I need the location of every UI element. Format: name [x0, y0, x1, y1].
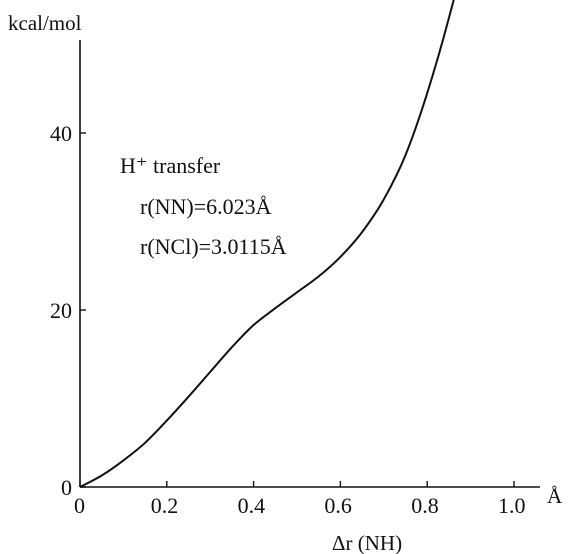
axes: [80, 40, 540, 487]
y-tick-label: 40: [50, 121, 72, 146]
x-tick-label: 1.0: [498, 493, 526, 518]
annotation-ncl-distance: r(NCl)=3.0115Å: [140, 234, 287, 259]
x-axis-unit: Å: [547, 484, 563, 508]
x-tick-label: 0.4: [238, 493, 266, 518]
x-tick-label: 0.6: [324, 493, 352, 518]
annotation-transfer: H⁺ transfer: [120, 153, 221, 178]
x-tick-label: 0.2: [151, 493, 179, 518]
y-axis-label: kcal/mol: [8, 11, 82, 35]
x-tick-label: 0: [74, 493, 85, 518]
x-axis-label: Δr (NH): [332, 531, 402, 554]
y-tick-label: 20: [50, 298, 72, 323]
annotation-nn-distance: r(NN)=6.023Å: [140, 194, 272, 219]
x-tick-label: 0.8: [411, 493, 439, 518]
tick-labels: 00.20.40.60.81.0020406080: [50, 0, 526, 518]
y-tick-label: 0: [61, 475, 72, 500]
